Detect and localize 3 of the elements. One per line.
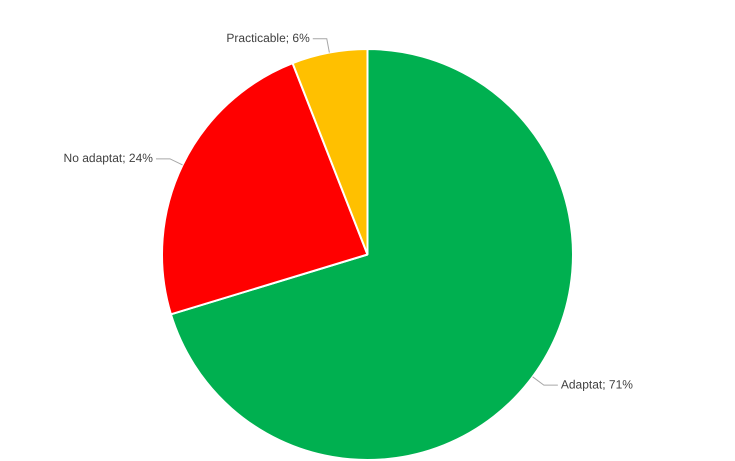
slice-label: No adaptat; 24% bbox=[64, 151, 154, 166]
slice-label: Adaptat; 71% bbox=[560, 377, 634, 392]
slice-label: Practicable; 6% bbox=[226, 31, 310, 46]
